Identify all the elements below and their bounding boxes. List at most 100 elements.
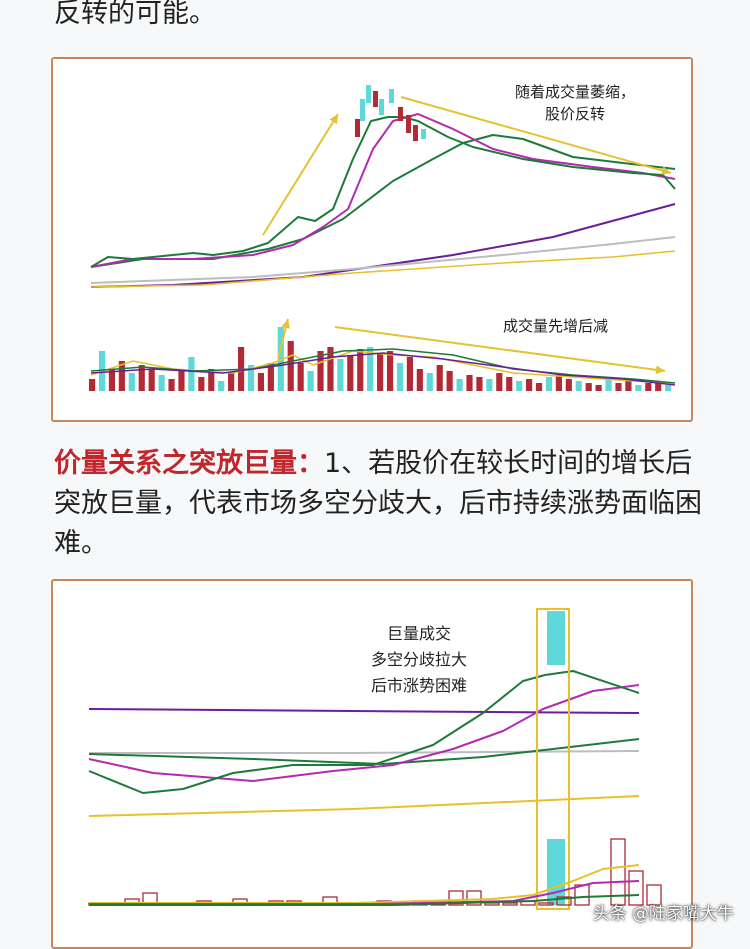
- fig1-volume-bar-39: [476, 377, 483, 391]
- fig2-volume-bar-30: [628, 870, 644, 906]
- fig1-volume-bar-32: [406, 357, 413, 391]
- fig1-volume-bar-50: [585, 383, 592, 391]
- fig2-vol-ma-green: [89, 894, 640, 906]
- fig1-volume-bar-14: [228, 373, 235, 391]
- fig1-volume-bar-7: [158, 375, 165, 391]
- section-paragraph: 价量关系之突放巨量：1、若股价在较长时间的增长后突放巨量，代表市场多空分歧大，后…: [54, 444, 704, 564]
- fig1-candle-4: [379, 99, 384, 115]
- fig1-volume-bar-52: [605, 379, 612, 391]
- fig1-volume-bar-24: [327, 347, 334, 391]
- fig1-volume-bar-5: [138, 365, 145, 391]
- fig1-volume-bar-42: [506, 377, 513, 391]
- fig1-volume-bar-40: [486, 379, 493, 391]
- fig2-volume-bar-21: [466, 890, 482, 906]
- fig1-volume-bar-53: [615, 383, 622, 391]
- fig1-volume-bar-0: [89, 379, 96, 391]
- fig1-ma-gray: [90, 236, 676, 284]
- figure2-annotation-line2: 多空分歧拉大: [371, 650, 468, 669]
- fig1-ma-short: [90, 113, 676, 268]
- fig1-candle-7: [406, 115, 411, 133]
- figure-volume-shrink-reversal: 随着成交量萎缩， 股价反转 成交量先增后减: [51, 57, 693, 422]
- fig1-volume-bar-56: [645, 383, 652, 391]
- fig1-volume-bar-57: [655, 383, 662, 391]
- fig1-volume-bar-19: [277, 327, 284, 391]
- figure1-annotation-line1: 随着成交量萎缩，: [515, 83, 636, 101]
- intro-text: 反转的可能。: [54, 0, 216, 29]
- fig1-candle-3: [373, 91, 378, 107]
- fig1-volume-bar-29: [377, 353, 384, 391]
- figure-huge-volume: 巨量成交 多空分歧拉大 后市涨势困难: [51, 579, 693, 949]
- fig1-volume-bar-2: [108, 369, 116, 391]
- fig1-volume-bar-9: [178, 371, 185, 391]
- fig1-volume-bar-11: [198, 377, 205, 391]
- fig1-arrow-up-head: [329, 114, 338, 124]
- fig1-arrow-vol-down-head: [655, 365, 665, 375]
- fig2-volume-bar-20: [448, 890, 464, 906]
- fig2-ma-long: [88, 708, 640, 714]
- figure2-annotation-line3: 后市涨势困难: [371, 676, 468, 695]
- fig1-volume-bar-55: [635, 385, 642, 391]
- fig1-ma-long: [90, 203, 676, 288]
- watermark: 头条 @陆家嘴大牛: [592, 904, 734, 924]
- fig1-volume-bar-8: [168, 379, 175, 391]
- fig1-candle-9: [421, 129, 426, 139]
- fig1-candle-5: [389, 89, 394, 103]
- fig1-volume-bar-3: [118, 361, 125, 391]
- section-heading: 价量关系之突放巨量：: [54, 448, 324, 479]
- fig1-volume-bar-6: [148, 369, 155, 391]
- fig1-volume-bar-26: [347, 355, 354, 391]
- fig1-volume-bar-48: [565, 379, 572, 391]
- fig2-huge-volume-bar: [547, 839, 565, 905]
- fig1-volume-bar-36: [446, 371, 453, 391]
- fig1-vol-ma-purple: [90, 352, 676, 386]
- fig2-ma-short: [88, 684, 640, 782]
- fig1-arrow-down: [400, 96, 672, 174]
- fig1-ma-fast: [90, 116, 676, 268]
- fig1-volume-bar-49: [575, 381, 582, 391]
- fig1-volume-bar-34: [426, 373, 433, 391]
- fig1-arrow-vol-down: [334, 326, 666, 372]
- fig1-candle-6: [398, 107, 403, 121]
- fig1-arrow-vol-up-head: [281, 319, 291, 329]
- fig1-volume-bar-23: [317, 351, 324, 391]
- figure2-annotation: 巨量成交 多空分歧拉大 后市涨势困难: [371, 621, 467, 699]
- fig1-volume-bar-38: [466, 375, 473, 391]
- fig2-ma-gray: [89, 750, 640, 754]
- fig1-volume-bar-33: [416, 369, 423, 391]
- figure1-annotation-line2: 股价反转: [545, 105, 606, 123]
- fig1-volume-bar-20: [287, 341, 294, 391]
- fig1-volume-bar-46: [545, 377, 553, 391]
- figure1-canvas: [89, 85, 676, 391]
- fig1-volume-bar-27: [357, 349, 364, 391]
- fig1-volume-bar-10: [188, 357, 195, 391]
- fig1-volume-bar-58: [665, 385, 672, 391]
- fig2-huge-candle: [547, 611, 565, 665]
- fig2-ma-fast: [88, 670, 640, 794]
- figure2-canvas: [88, 608, 662, 910]
- fig1-volume-bar-41: [496, 373, 503, 391]
- fig1-candle-0: [355, 119, 360, 137]
- fig1-volume-bar-45: [535, 383, 543, 391]
- fig1-volume-bar-22: [307, 371, 314, 391]
- fig1-volume-bar-16: [247, 365, 255, 391]
- fig1-volume-bar-47: [555, 375, 562, 391]
- fig1-volume-bar-44: [526, 379, 533, 391]
- fig1-volume-bar-13: [218, 381, 225, 391]
- fig1-volume-bar-54: [625, 381, 632, 391]
- fig2-volume-bar-23: [502, 902, 518, 906]
- figure1-annotation-top: 随着成交量萎缩， 股价反转: [515, 81, 635, 125]
- fig1-arrow-up: [262, 113, 339, 236]
- fig1-volume-bar-25: [337, 359, 344, 391]
- fig1-volume-bar-4: [128, 373, 135, 391]
- fig1-candle-2: [366, 85, 371, 103]
- fig1-candle-8: [413, 125, 418, 141]
- fig1-candle-1: [360, 99, 365, 121]
- figure2-annotation-line1: 巨量成交: [387, 624, 452, 643]
- fig1-volume-bar-17: [257, 373, 265, 391]
- fig1-volume-bar-18: [267, 363, 274, 391]
- fig2-ma-mid: [88, 738, 640, 765]
- fig2-volume-bar-26: [556, 896, 572, 906]
- fig1-volume-bar-30: [386, 351, 394, 391]
- fig2-highlight-box: [536, 608, 570, 910]
- figure1-annotation-volume: 成交量先增后减: [503, 317, 609, 335]
